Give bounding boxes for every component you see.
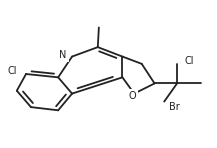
Text: O: O <box>128 91 136 101</box>
Text: Br: Br <box>169 102 180 112</box>
Text: N: N <box>59 50 67 60</box>
Text: Cl: Cl <box>8 66 17 76</box>
Text: Cl: Cl <box>184 56 194 66</box>
